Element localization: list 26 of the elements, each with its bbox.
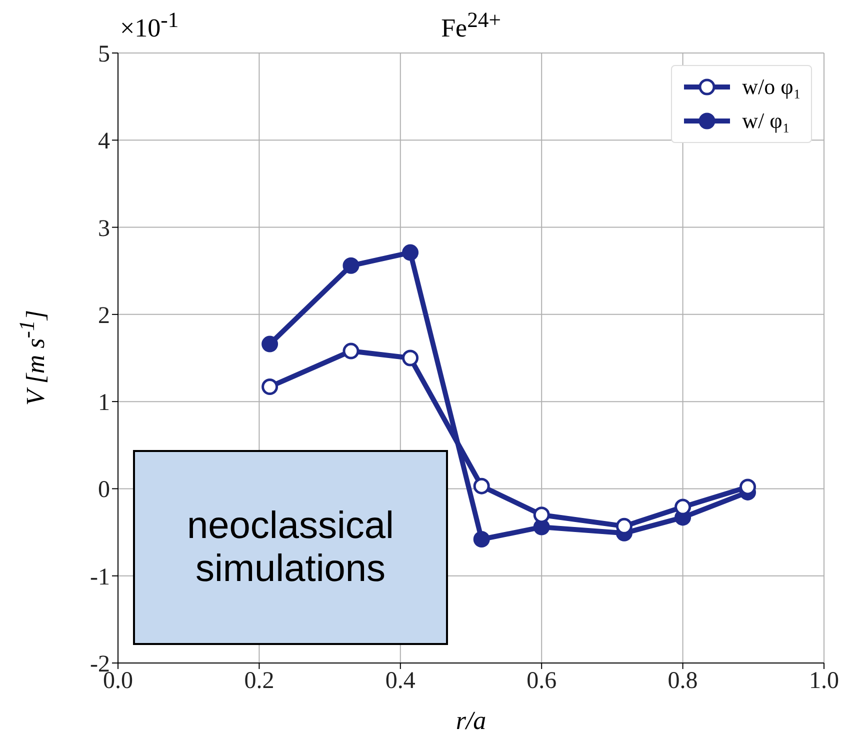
point — [402, 244, 419, 261]
y-tick-label: 1 — [98, 390, 110, 416]
point — [262, 336, 278, 352]
y-tick-label: 0 — [98, 477, 110, 504]
legend-label: w/ φ₁ — [742, 108, 790, 134]
text: ×10$^{-1}$ — [120, 8, 179, 44]
x-tick-label: 0.8 — [668, 668, 698, 694]
x-tick-label: 0.6 — [526, 668, 557, 694]
x-tick-label: 0.4 — [385, 668, 416, 694]
y-tick-label: 5 — [98, 42, 110, 68]
point — [342, 257, 360, 274]
y-tick-label: -1 — [90, 564, 110, 590]
point — [402, 350, 419, 366]
x-tick-label: 0.2 — [244, 668, 274, 694]
point — [473, 478, 490, 494]
point — [262, 378, 278, 396]
note-box: neoclassical simulations — [133, 450, 448, 645]
y-tick-label: 4 — [98, 128, 110, 155]
x-tick-label: 1.0 — [809, 668, 839, 694]
legend-label: w/o φ₁ — [742, 74, 801, 100]
chart-title: Fe$^{24+}$ — [441, 8, 501, 43]
point — [473, 531, 490, 548]
x-axis-title: r/a — [454, 706, 488, 736]
y-tick-label: 2 — [98, 302, 110, 329]
y-tick-label: 3 — [98, 216, 110, 242]
point — [342, 342, 360, 360]
